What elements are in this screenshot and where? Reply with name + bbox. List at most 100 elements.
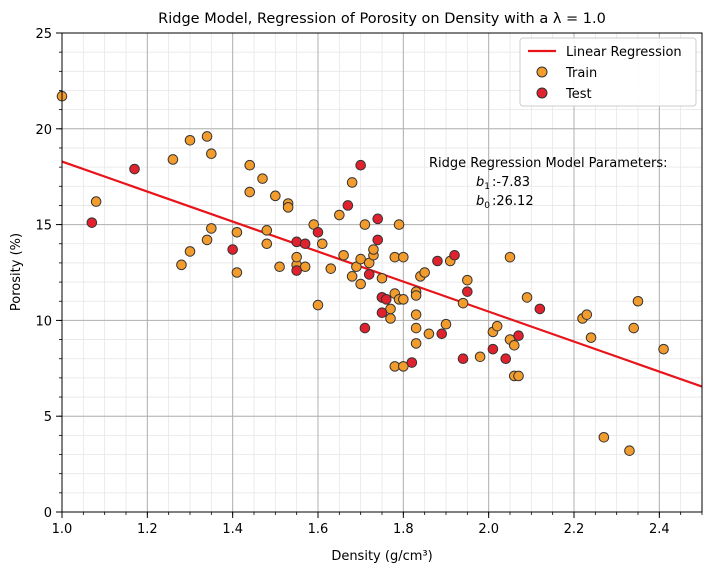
test-point — [500, 353, 512, 365]
x-axis-label-text: Density (g/cm³) — [331, 549, 432, 564]
test-point — [372, 213, 384, 225]
train-point — [231, 226, 243, 238]
legend-label-test: Test — [565, 87, 592, 102]
train-point — [334, 209, 345, 221]
train-point — [346, 271, 358, 282]
test-point — [462, 286, 473, 297]
train-point — [312, 299, 324, 311]
train-point — [393, 219, 405, 230]
train-point — [385, 303, 396, 315]
test-point — [513, 330, 524, 342]
train-point — [632, 295, 644, 307]
train-point — [184, 246, 196, 257]
train-point — [359, 219, 371, 230]
train-point — [291, 251, 302, 263]
x-tick-label: 2.0 — [478, 522, 499, 537]
annotation-b1-value: :-7.83 — [492, 175, 530, 190]
test-point — [291, 265, 302, 276]
train-point — [410, 309, 422, 320]
legend-label-train: Train — [565, 66, 597, 81]
legend-test-swatch — [536, 87, 548, 99]
train-point — [398, 361, 409, 372]
annotation-heading: Ridge Regression Model Parameters: — [429, 156, 667, 171]
test-point — [291, 236, 302, 248]
train-point — [299, 261, 311, 273]
model-parameters-annotation: Ridge Regression Model Parameters: b1:-7… — [429, 156, 667, 211]
x-tick-label: 1.2 — [137, 522, 158, 537]
legend-box — [519, 37, 697, 107]
test-point — [299, 238, 311, 250]
train-point — [244, 159, 256, 171]
y-tick-label: 5 — [44, 410, 52, 425]
train-point — [628, 322, 640, 334]
y-axis-label: Porosity (%) — [9, 233, 24, 311]
test-point — [457, 353, 469, 365]
train-point — [624, 445, 635, 456]
y-tick-label: 20 — [35, 123, 52, 138]
chart-title: Ridge Model, Regression of Porosity on D… — [158, 11, 606, 27]
y-tick-label: 10 — [35, 314, 52, 329]
test-point — [406, 357, 418, 368]
train-point — [440, 318, 452, 330]
legend-label-regression: Linear Regression — [566, 45, 682, 60]
train-point — [201, 234, 213, 246]
train-point — [206, 148, 217, 160]
annotation-b0: b0:26.12 — [476, 194, 534, 211]
test-point — [86, 217, 98, 228]
test-point — [487, 343, 499, 355]
train-point — [398, 251, 409, 263]
test-point — [376, 307, 388, 319]
train-point — [167, 154, 179, 165]
train-point — [423, 328, 435, 340]
train-point — [338, 249, 349, 261]
train-point — [410, 322, 422, 334]
train-point — [598, 431, 610, 443]
test-point — [432, 255, 443, 267]
test-point — [380, 294, 392, 305]
train-point — [355, 253, 366, 265]
train-point — [462, 274, 473, 286]
y-tick-label: 25 — [35, 27, 52, 42]
legend: Linear Regression Train Test — [519, 37, 697, 107]
train-point — [491, 320, 503, 332]
x-axis-ticks: 1.0 1.2 1.4 1.6 1.8 2.0 2.2 2.4 — [52, 512, 703, 537]
train-point — [325, 263, 337, 274]
x-tick-label: 2.2 — [564, 522, 585, 537]
x-tick-label: 1.6 — [308, 522, 329, 537]
train-point — [257, 173, 268, 184]
train-point — [521, 292, 533, 303]
train-point — [581, 309, 593, 320]
train-point — [231, 267, 243, 278]
x-tick-label: 1.4 — [222, 522, 243, 537]
test-point — [436, 328, 448, 340]
x-tick-label: 1.8 — [393, 522, 414, 537]
train-point — [658, 343, 669, 355]
x-tick-label: 2.4 — [649, 522, 670, 537]
test-point — [372, 234, 384, 246]
train-point — [176, 259, 187, 271]
test-point — [449, 249, 460, 261]
plot-area — [56, 90, 703, 456]
test-point — [129, 163, 140, 175]
train-point — [261, 225, 273, 236]
train-point — [244, 186, 256, 198]
legend-train-swatch — [536, 66, 548, 78]
y-tick-label: 0 — [44, 506, 52, 521]
train-point — [355, 278, 366, 290]
x-tick-label: 1.0 — [52, 522, 73, 537]
train-point — [206, 223, 217, 234]
train-point — [457, 297, 469, 309]
train-point — [474, 351, 486, 363]
train-series — [56, 90, 669, 456]
train-point — [90, 196, 102, 207]
x-axis-label: Density (g/cm³) — [331, 549, 432, 564]
train-point — [274, 261, 285, 273]
train-point — [385, 313, 396, 324]
train-point — [346, 177, 358, 188]
train-point — [184, 134, 196, 146]
train-point — [316, 238, 328, 250]
train-point — [508, 340, 520, 351]
train-point — [368, 244, 379, 255]
train-point — [201, 131, 213, 142]
